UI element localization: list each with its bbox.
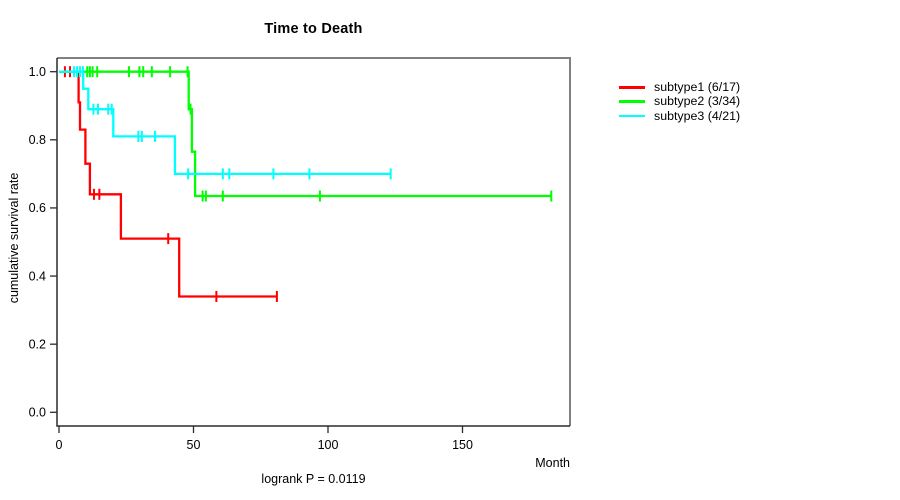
page-title: Time to Death (264, 21, 363, 37)
survival-curve-subtype2 (59, 70, 552, 198)
legend-label-subtype2: subtype2 (3/34) (654, 94, 741, 109)
x-axis-tick-label: 0 (56, 438, 63, 452)
legend-line-subtype3-icon (619, 114, 645, 118)
y-axis-tick-label: 0.6 (29, 201, 46, 215)
x-axis-tick-label: 50 (187, 438, 201, 452)
y-axis-tick-label: 0.4 (29, 269, 46, 283)
logrank-pvalue-annotation: logrank P = 0.0119 (261, 472, 366, 486)
survival-curve-subtype1 (59, 70, 277, 298)
legend-label-subtype1: subtype1 (6/17) (654, 80, 741, 94)
plot-border-top-right (57, 57, 571, 426)
legend-item-subtype3: subtype3 (4/21) (619, 109, 740, 123)
survival-curve-subtype3 (59, 70, 391, 176)
legend-line-subtype2-icon (619, 100, 645, 103)
y-axis-tick-label: 0.8 (29, 133, 46, 147)
x-axis-tick-label: 100 (318, 438, 339, 452)
y-axis-tick-label: 0.2 (29, 337, 46, 351)
legend: subtype1 (6/17) subtype2 (3/34) subtype3… (619, 80, 740, 123)
y-axis-tick-label: 0.0 (29, 406, 46, 420)
y-axis-label: cumulative survival rate (7, 172, 21, 304)
legend-item-subtype1: subtype1 (6/17) (619, 80, 740, 94)
legend-label-subtype3: subtype3 (4/21) (654, 108, 741, 123)
y-axis-tick-label: 1.0 (29, 65, 46, 79)
plot-border-axis-lines (56, 58, 570, 427)
x-axis-tick-label: 150 (452, 438, 473, 452)
legend-line-subtype1-icon (619, 85, 645, 89)
legend-item-subtype2: subtype2 (3/34) (619, 94, 740, 108)
x-axis-label: Month (535, 456, 570, 470)
